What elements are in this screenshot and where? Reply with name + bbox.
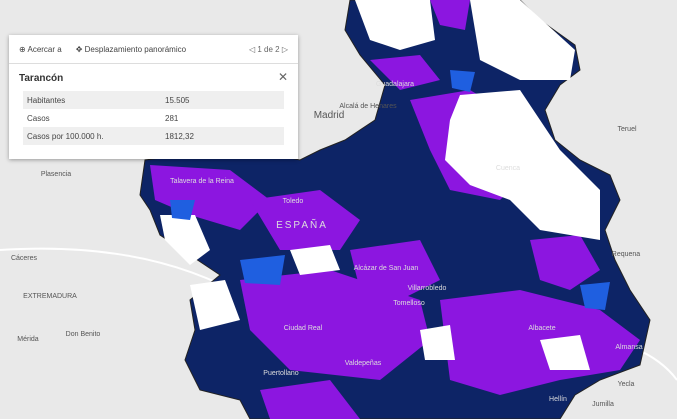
place-label: Cáceres [11, 255, 38, 262]
area [350, 240, 440, 300]
place-label: Plasencia [41, 171, 71, 178]
place-label: Toledo [283, 198, 304, 205]
place-label: Hellín [549, 396, 567, 403]
field-value: 281 [165, 113, 179, 123]
zoom-label: Acercar a [27, 44, 62, 54]
pan-button[interactable]: ✥ Desplazamiento panorámico [75, 44, 187, 54]
close-button[interactable]: ✕ [277, 70, 288, 84]
pan-label: Desplazamiento panorámico [84, 44, 187, 54]
area [160, 215, 210, 265]
area [370, 55, 440, 90]
area [470, 0, 575, 80]
place-label: Almansa [615, 344, 642, 351]
area [430, 0, 470, 30]
place-label: Mérida [17, 336, 39, 343]
area [260, 380, 360, 419]
place-label: EXTREMADURA [23, 293, 77, 300]
table-row: Casos 281 [23, 109, 284, 127]
popup-title: Tarancón [19, 73, 64, 84]
field-name: Casos por 100.000 h. [23, 127, 161, 145]
area [290, 245, 340, 275]
place-label: Teruel [617, 126, 637, 133]
area [170, 200, 195, 220]
place-label: Requena [612, 251, 641, 258]
field-value: 15.505 [161, 91, 284, 109]
place-label: Albacete [528, 325, 555, 332]
table-row: Casos por 100.000 h. 1812,32 [23, 127, 284, 145]
place-label: Ciudad Real [284, 325, 323, 332]
area [240, 270, 430, 380]
place-label: Guadalajara [376, 81, 414, 88]
place-label: Talavera de la Reina [170, 178, 234, 185]
place-label: Madrid [314, 110, 345, 121]
field-name: Casos [27, 113, 50, 123]
area [250, 190, 360, 250]
area [530, 235, 600, 290]
area [190, 280, 240, 330]
area [450, 70, 475, 92]
area [420, 325, 455, 360]
area [540, 335, 590, 370]
pager-label: 1 de 2 [257, 44, 280, 54]
white-areas [160, 0, 600, 370]
area [445, 90, 600, 240]
place-label: Jumilla [592, 401, 614, 408]
popup: ⊕ Acercar a ✥ Desplazamiento panorámico … [9, 35, 298, 159]
area [580, 282, 610, 310]
popup-title-row: Tarancón ✕ [9, 64, 298, 89]
zoom-button[interactable]: ⊕ Acercar a [19, 44, 62, 54]
place-label: Valdepeñas [345, 360, 382, 367]
place-label: Alcázar de San Juan [354, 265, 419, 272]
area [150, 165, 270, 230]
attribute-table: Habitantes 15.505 Casos 281 Casos por 100.00… [23, 91, 284, 145]
place-label: Puertollano [263, 370, 299, 377]
blue-areas [170, 70, 610, 310]
field-name: Habitantes [23, 91, 161, 109]
place-label: Cuenca [496, 165, 520, 172]
place-label: Tomelloso [393, 300, 425, 307]
pager[interactable]: ◁ 1 de 2 ▷ [249, 44, 288, 54]
place-label: Don Benito [66, 331, 101, 338]
place-label: Alcalá de Henares [339, 103, 397, 110]
area [440, 290, 640, 395]
area [240, 255, 285, 285]
place-label: Villarrobledo [408, 285, 447, 292]
area [355, 0, 435, 50]
place-label: Yecla [618, 381, 635, 388]
table-row: Habitantes 15.505 [23, 91, 284, 109]
field-value: 1812,32 [161, 127, 284, 145]
popup-toolbar: ⊕ Acercar a ✥ Desplazamiento panorámico … [9, 35, 298, 64]
place-label: ESPAÑA [276, 218, 328, 231]
